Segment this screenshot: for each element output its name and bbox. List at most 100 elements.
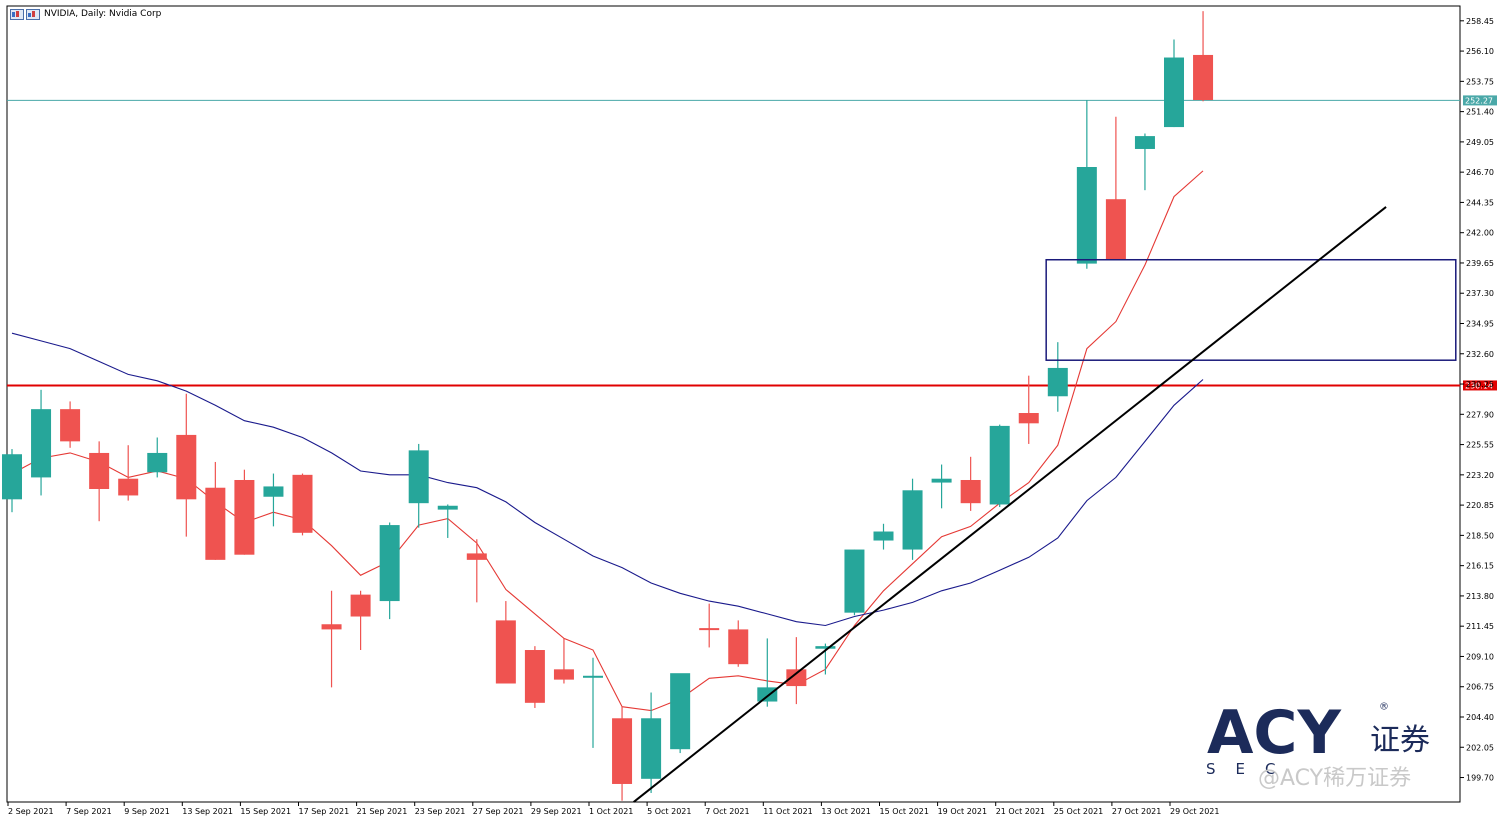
candle-body (1076, 167, 1097, 264)
x-tick-label: 21 Sep 2021 (357, 807, 408, 816)
x-tick-label: 27 Sep 2021 (473, 807, 524, 816)
x-tick-label: 2 Sep 2021 (8, 807, 54, 816)
candle (408, 443, 429, 528)
candle (321, 590, 342, 688)
y-tick-label: 246.70 (1466, 168, 1494, 177)
candle-body (89, 452, 110, 490)
candle (379, 522, 400, 620)
y-tick-label: 251.40 (1466, 108, 1494, 117)
level-label-bg (1463, 95, 1497, 106)
candle-body (60, 409, 81, 442)
zone-rectangle (1045, 258, 1457, 361)
candle (1193, 11, 1214, 102)
candle (553, 638, 574, 684)
y-tick-label: 213.80 (1466, 592, 1494, 601)
y-tick-label: 232.60 (1466, 350, 1494, 359)
y-tick-label: 242.00 (1466, 229, 1494, 238)
candle-body (844, 549, 865, 613)
candle (2, 449, 22, 513)
y-tick-label: 230.25 (1466, 380, 1494, 389)
candle-body (873, 531, 894, 541)
watermark: @ACY稀万证券 (1258, 766, 1412, 791)
horizontal-levels: 252.27 230.14 (7, 95, 1497, 391)
candle (1164, 39, 1184, 128)
candle (699, 603, 720, 648)
level-label: 252.27 (1465, 96, 1493, 105)
candle (89, 441, 110, 522)
acy-logo: ACY 证券 ® (1207, 700, 1430, 768)
candle (118, 445, 139, 501)
candle-body (524, 650, 545, 703)
candle-body (1193, 54, 1214, 101)
trendline (633, 206, 1387, 803)
candle (1047, 342, 1068, 412)
candle-body (466, 553, 487, 560)
x-tick-label: 19 Oct 2021 (938, 807, 987, 816)
level-label-bg (1463, 380, 1497, 391)
candle (873, 523, 894, 550)
x-tick-label: 1 Oct 2021 (589, 807, 633, 816)
candle-body (757, 687, 778, 702)
candle-body (234, 479, 255, 555)
chart-header: NVIDIA, Daily: Nvidia Corp (10, 6, 161, 22)
y-tick-label: 206.75 (1466, 683, 1494, 692)
x-tick-label: 15 Sep 2021 (240, 807, 291, 816)
candle-body (786, 669, 807, 687)
candle (60, 401, 81, 448)
candle (31, 389, 52, 496)
candle (437, 504, 458, 538)
candle (263, 473, 284, 527)
candle-body (118, 478, 139, 496)
y-tick-label: 209.10 (1466, 652, 1494, 661)
plot-border (6, 5, 1461, 803)
y-tick-label: 258.45 (1466, 17, 1494, 26)
y-tick-label: 239.65 (1466, 259, 1494, 268)
candle (495, 601, 516, 684)
y-tick-label: 237.30 (1466, 289, 1494, 298)
candle-body (553, 669, 574, 680)
candle (844, 549, 865, 616)
candle-body (1047, 367, 1068, 397)
chart-window-icon (10, 8, 40, 20)
candle (1134, 133, 1155, 191)
candle-body (728, 629, 749, 665)
y-tick-label: 202.05 (1466, 743, 1494, 752)
candle-body (612, 718, 633, 784)
candle-body (815, 646, 836, 649)
y-tick-label: 211.45 (1466, 622, 1494, 631)
x-tick-label: 7 Oct 2021 (705, 807, 749, 816)
y-tick-label: 227.90 (1466, 410, 1494, 419)
x-tick-label: 13 Oct 2021 (821, 807, 870, 816)
candle (902, 478, 923, 560)
level-label: 230.14 (1465, 381, 1493, 390)
candle-body (350, 594, 371, 617)
candle (1018, 375, 1039, 444)
y-tick-label: 220.85 (1466, 501, 1494, 510)
y-tick-label: 234.95 (1466, 319, 1494, 328)
candle-body (205, 487, 226, 560)
x-tick-label: 23 Sep 2021 (415, 807, 466, 816)
candle-body (176, 434, 197, 500)
candle (350, 590, 371, 651)
candle (786, 637, 807, 705)
acy-logo-sub: SEC (1206, 760, 1296, 778)
x-tick-label: 29 Sep 2021 (531, 807, 582, 816)
candle (524, 646, 545, 708)
candle-body (1134, 136, 1155, 149)
y-tick-label: 218.50 (1466, 531, 1494, 540)
y-axis: 258.45 256.10 253.75 251.40 249.05 246.70 244.… (1460, 17, 1494, 783)
y-tick-label: 253.75 (1466, 77, 1494, 86)
acy-logo-brand: ACY (1207, 700, 1342, 768)
x-tick-label: 21 Oct 2021 (996, 807, 1045, 816)
acy-logo-cn: 证券 (1370, 723, 1430, 758)
y-tick-label: 199.70 (1466, 774, 1494, 783)
x-tick-label: 27 Oct 2021 (1112, 807, 1161, 816)
candle (728, 620, 749, 667)
candle-body (495, 620, 516, 684)
candle (612, 706, 633, 801)
candle-body (1105, 199, 1126, 260)
candle (931, 464, 952, 509)
x-tick-label: 17 Sep 2021 (299, 807, 350, 816)
